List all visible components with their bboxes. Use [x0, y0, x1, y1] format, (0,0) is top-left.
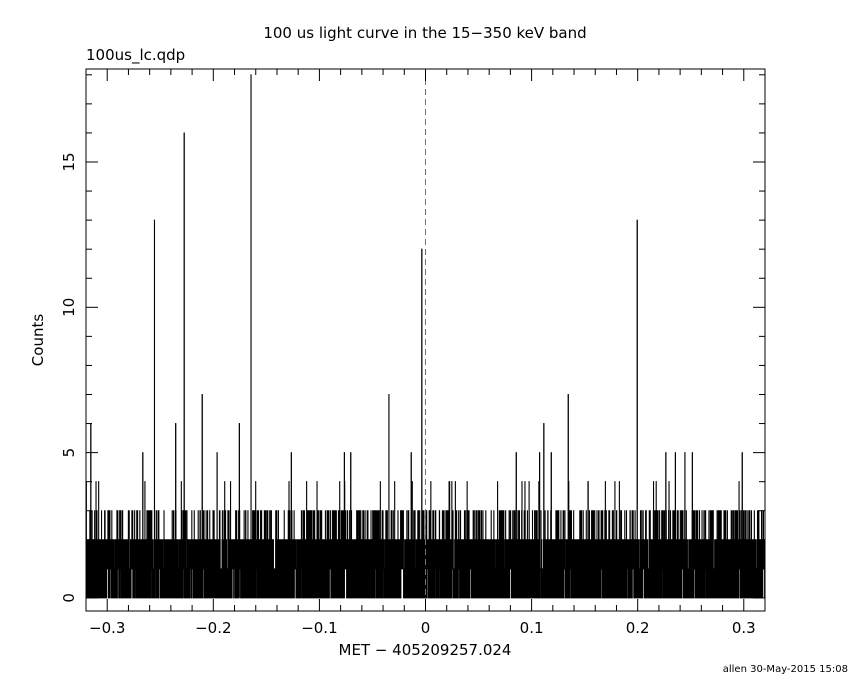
file-label: 100us_lc.qdp [86, 46, 185, 65]
x-tick-label: −0.2 [195, 619, 231, 637]
x-tick-label: 0.3 [732, 619, 756, 637]
y-tick-label: 5 [60, 448, 78, 458]
y-axis-label: Counts [29, 314, 47, 367]
x-tick-label: −0.1 [301, 619, 337, 637]
x-axis-label: MET − 405209257.024 [339, 641, 512, 659]
data-series [85, 69, 766, 611]
x-tick-label: 0.2 [626, 619, 650, 637]
axes: −0.3 −0.2 −0.1 0 0.1 0.2 0.3 0 5 10 15 [60, 68, 766, 637]
x-tick-label: 0 [421, 619, 431, 637]
light-curve-line [85, 74, 766, 599]
chart-title: 100 us light curve in the 15−350 keV ban… [263, 24, 586, 42]
y-tick-label: 0 [60, 593, 78, 603]
x-tick-label: −0.3 [89, 619, 125, 637]
x-tick-label: 0.1 [520, 619, 544, 637]
y-tick-label: 15 [60, 152, 78, 171]
y-tick-label: 10 [60, 298, 78, 317]
footer-timestamp: allen 30-May-2015 15:08 [723, 664, 848, 675]
